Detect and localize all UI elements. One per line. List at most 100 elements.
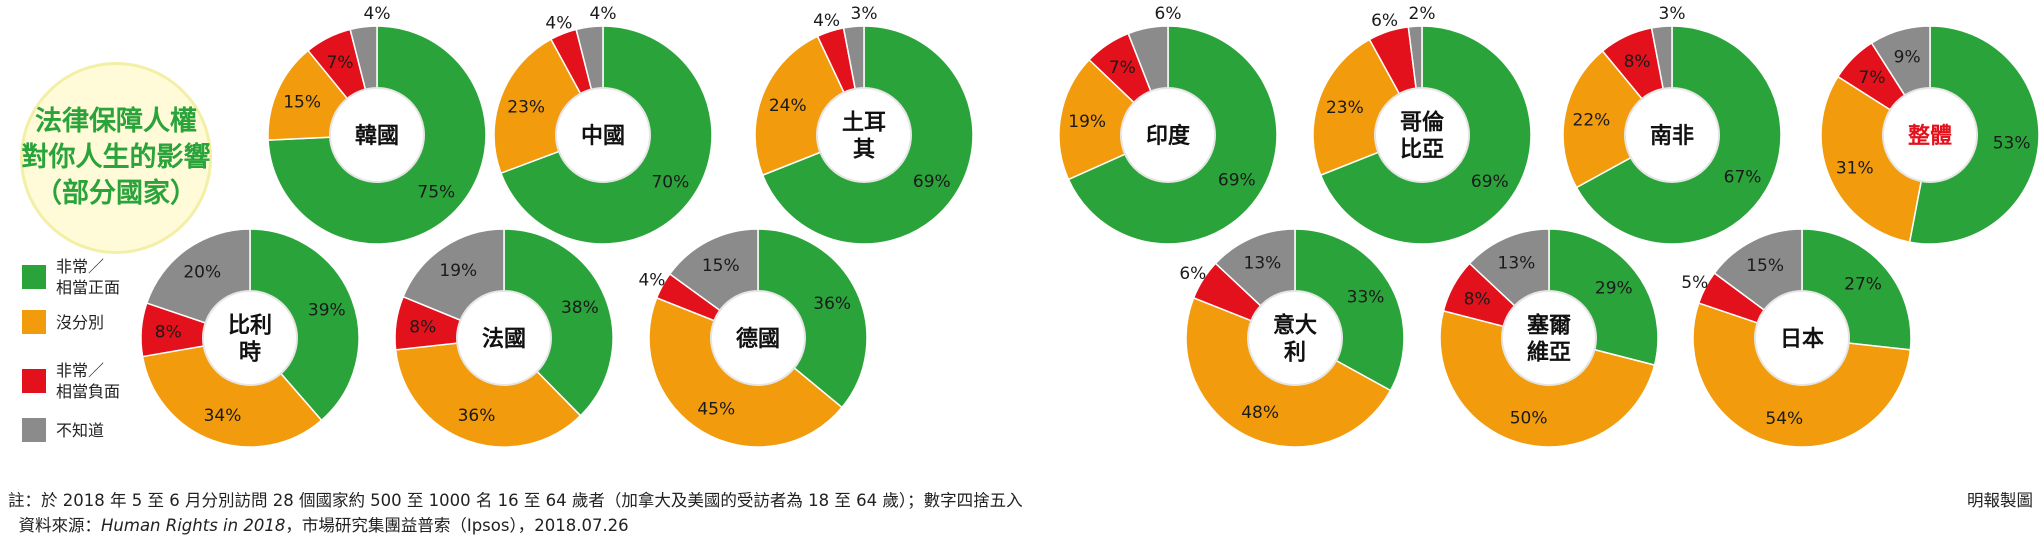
legend-swatch-neutral <box>22 310 46 334</box>
chart-title-line-1: 法律保障人權 <box>35 106 197 137</box>
legend-item-neutral: 沒分別 <box>22 310 104 334</box>
chart-4-country-line-1: 印度 <box>1146 123 1191 149</box>
legend-label-neutral: 沒分別 <box>56 312 105 332</box>
chart-5-hole <box>1374 87 1470 183</box>
chart-6-hole <box>1624 87 1720 183</box>
chart-8-country-line-2: 時 <box>239 341 261 366</box>
footnote-source-prefix: 資料來源： <box>18 516 102 535</box>
chart-2-label-negative: 4% <box>545 13 572 33</box>
chart-8-label-positive: 39% <box>308 300 346 320</box>
chart-4-slice-neutral <box>1058 58 1170 181</box>
chart-13-country-line-1: 日本 <box>1780 327 1824 352</box>
chart-5-label-positive: 69% <box>1471 172 1509 192</box>
chart-1-country-line-1: 韓國 <box>355 123 399 149</box>
chart-8-label-unknown: 20% <box>183 262 221 282</box>
chart-4-label-positive: 69% <box>1218 171 1256 191</box>
chart-10-hole <box>710 290 806 386</box>
chart-1-label-neutral: 15% <box>283 93 321 113</box>
chart-7-label-unknown: 9% <box>1894 47 1921 67</box>
chart-8-label-neutral: 34% <box>204 406 242 426</box>
chart-10-label-unknown: 15% <box>702 256 740 276</box>
chart-12-label-positive: 29% <box>1595 279 1633 299</box>
footnote-source-suffix: ，市場研究集團益普索（Ipsos），2018.07.26 <box>285 516 629 535</box>
chart-11: 33% 48% 6% 13% 意大利 <box>1179 228 1405 448</box>
chart-7-country-line-1: 整體 <box>1908 123 1952 149</box>
chart-4-label-unknown: 6% <box>1155 4 1182 24</box>
chart-7-label-positive: 53% <box>1993 134 2031 154</box>
chart-11-label-unknown: 13% <box>1244 254 1282 274</box>
chart-7-label-neutral: 31% <box>1836 159 1874 179</box>
chart-1-label-negative: 7% <box>327 53 354 73</box>
chart-9: 38% 36% 8% 19% 法國 <box>394 228 614 448</box>
chart-8-slice-neutral <box>141 337 323 448</box>
chart-9-label-negative: 8% <box>409 318 436 338</box>
chart-10-slice-positive <box>757 228 868 409</box>
graphic-credit: 明報製圖 <box>1967 491 2033 510</box>
chart-12-country-line-1: 塞爾 <box>1527 313 1571 339</box>
chart-11-hole <box>1247 290 1343 386</box>
legend-item-negative: 非常／ 相當負面 <box>22 360 120 402</box>
legend-label-negative-line-2: 相當負面 <box>56 382 121 401</box>
chart-1-hole <box>329 87 425 183</box>
chart-5-label-unknown: 2% <box>1409 4 1436 24</box>
chart-9-slice-neutral <box>394 337 582 448</box>
chart-title-line-2: 對你人生的影響 <box>21 142 211 173</box>
chart-7-hole <box>1882 87 1978 183</box>
chart-4: 69% 19% 7% 6% 印度 <box>1058 4 1278 245</box>
chart-2-label-neutral: 23% <box>507 97 545 117</box>
chart-11-label-negative: 6% <box>1179 264 1206 284</box>
chart-3-country-line-2: 其 <box>853 138 875 163</box>
chart-2: 70% 23% 4% 4% 中國 <box>493 4 713 245</box>
chart-11-label-positive: 33% <box>1347 287 1385 307</box>
legend-label-positive-line-2: 相當正面 <box>56 278 121 297</box>
chart-7-label-negative: 7% <box>1859 68 1886 88</box>
chart-11-country-line-2: 利 <box>1284 341 1306 366</box>
chart-4-label-neutral: 19% <box>1068 112 1106 132</box>
chart-4-label-negative: 7% <box>1109 58 1136 78</box>
chart-1: 75% 15% 7% 4% 韓國 <box>267 4 487 245</box>
chart-2-country-line-1: 中國 <box>581 124 625 149</box>
chart-9-label-positive: 38% <box>561 298 599 318</box>
legend-item-unknown: 不知道 <box>22 418 104 442</box>
chart-8: 39% 34% 8% 20% 比利時 <box>140 228 360 448</box>
chart-5-country-line-2: 比亞 <box>1400 138 1444 163</box>
chart-10: 36% 45% 4% 15% 德國 <box>638 228 868 448</box>
chart-3-hole <box>816 87 912 183</box>
chart-13-label-unknown: 15% <box>1746 256 1784 276</box>
chart-9-slice-positive <box>503 228 614 417</box>
chart-9-label-unknown: 19% <box>439 261 477 281</box>
footnote-note: 註：於 2018 年 5 至 6 月分別訪問 28 個國家約 500 至 100… <box>8 491 1023 510</box>
chart-6-slice-neutral <box>1562 49 1674 189</box>
chart-8-label-negative: 8% <box>155 323 182 343</box>
chart-10-label-neutral: 45% <box>697 400 735 420</box>
footnote-source: 資料來源：Human Rights in 2018，市場研究集團益普索（Ipso… <box>8 513 1023 538</box>
chart-3-label-unknown: 3% <box>851 4 878 24</box>
chart-11-country-line-1: 意大 <box>1273 313 1317 339</box>
chart-9-hole <box>456 290 552 386</box>
legend-label-unknown: 不知道 <box>56 420 105 440</box>
chart-13-label-positive: 27% <box>1844 274 1882 294</box>
chart-8-country-line-1: 比利 <box>228 314 272 339</box>
legend-label-negative-line-1: 非常／ <box>56 361 105 380</box>
chart-8-slice-positive <box>249 228 360 422</box>
chart-5-country-line-1: 哥倫 <box>1400 110 1445 136</box>
legend-swatch-unknown <box>22 418 46 442</box>
chart-10-label-negative: 4% <box>638 271 665 291</box>
chart-6-country-line-1: 南非 <box>1650 124 1694 149</box>
chart-8-hole <box>202 290 298 386</box>
chart-3: 69% 24% 4% 3% 土耳其 <box>754 4 974 245</box>
chart-1-label-positive: 75% <box>417 183 455 203</box>
chart-10-country-line-1: 德國 <box>736 326 780 352</box>
chart-7: 53% 31% 7% 9% 整體 <box>1820 25 2040 245</box>
chart-12-label-neutral: 50% <box>1510 408 1548 428</box>
chart-6-label-negative: 8% <box>1624 52 1651 72</box>
chart-2-hole <box>555 87 651 183</box>
chart-13: 27% 54% 5% 15% 日本 <box>1681 228 1912 448</box>
chart-title-badge: 法律保障人權 對你人生的影響 （部分國家） <box>20 62 212 254</box>
chart-6-label-unknown: 3% <box>1659 4 1686 24</box>
chart-3-label-positive: 69% <box>913 172 951 192</box>
chart-3-label-neutral: 24% <box>769 96 807 116</box>
legend-swatch-negative <box>22 369 46 393</box>
chart-2-label-unknown: 4% <box>590 4 617 24</box>
